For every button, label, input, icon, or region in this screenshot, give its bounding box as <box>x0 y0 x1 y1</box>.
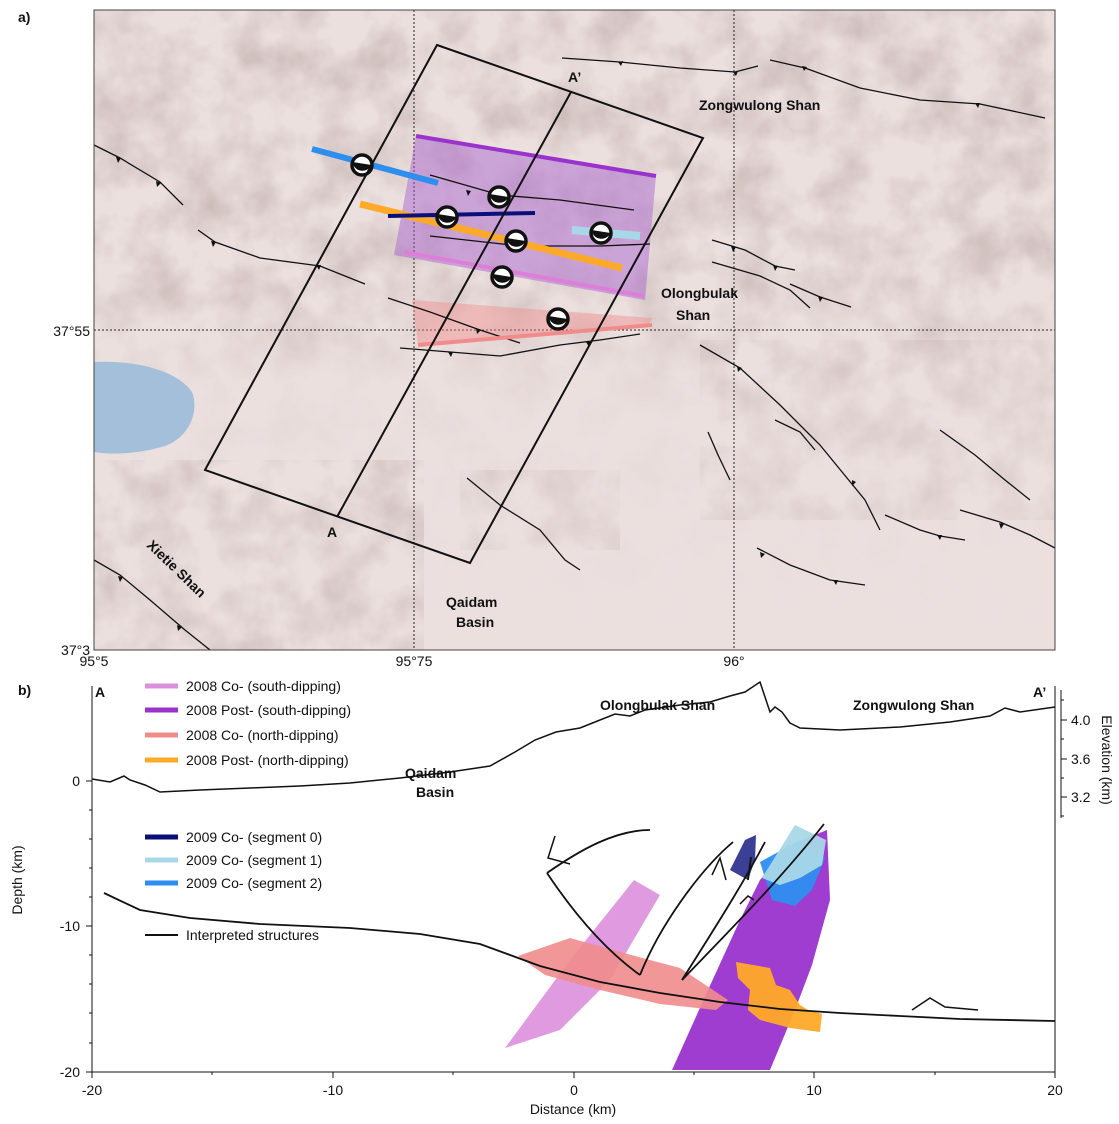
elev-tick-4.0: 4.0 <box>1071 712 1091 728</box>
legend-item: 2009 Co- (segment 1) <box>145 852 322 868</box>
interpreted-structures <box>103 823 1056 1022</box>
map-area: Zongwulong Shan Olongbulak Shan Qaidam B… <box>94 10 1055 650</box>
panel-a-label: a) <box>18 9 30 25</box>
x-tick-neg10: -10 <box>323 1082 343 1098</box>
legend: 2008 Co- (south-dipping) 2008 Post- (sou… <box>145 678 351 943</box>
focal-mechanism <box>589 221 613 245</box>
section-label-qaidam-line1: Qaidam <box>405 765 456 781</box>
insar-frame <box>203 43 705 565</box>
svg-text:2009 Co- (segment 1): 2009 Co- (segment 1) <box>186 852 322 868</box>
slip-sense-arrows <box>547 835 979 1011</box>
elevation-axis-title: Elevation (km) <box>1099 715 1115 804</box>
patch-2008-co-north <box>412 300 652 345</box>
fault-teeth <box>116 61 1004 631</box>
elev-tick-3.6: 3.6 <box>1071 751 1091 767</box>
lat-label-1: 37°55 <box>53 323 90 339</box>
x-tick-neg20: -20 <box>82 1082 102 1098</box>
focal-mechanism <box>487 185 511 209</box>
x-tick-0: 0 <box>570 1082 578 1098</box>
y-tick-0: 0 <box>72 773 80 789</box>
x-tick-10: 10 <box>806 1082 822 1098</box>
map-border <box>93 9 1056 651</box>
lat-label-2: 37°3 <box>61 642 90 658</box>
legend-item: 2008 Co- (north-dipping) <box>145 727 339 743</box>
y-tick-neg10: -10 <box>60 918 80 934</box>
section-label-zongwulong: Zongwulong Shan <box>853 697 974 713</box>
label-zongwulong-shan: Zongwulong Shan <box>699 97 820 113</box>
slip-2009-co-segment-0 <box>730 835 756 880</box>
section-axes <box>86 686 1067 1078</box>
svg-text:2008 Co- (south-dipping): 2008 Co- (south-dipping) <box>186 678 341 694</box>
terrain-relief-east <box>700 340 1055 520</box>
x-tick-20: 20 <box>1047 1082 1063 1098</box>
label-profile-a: A <box>327 524 337 540</box>
label-qaidam-line2: Basin <box>456 614 494 630</box>
section-label-olongbulak: Olongbulak Shan <box>600 697 715 713</box>
legend-item: Interpreted structures <box>145 927 319 943</box>
y-tick-neg20: -20 <box>60 1064 80 1080</box>
svg-text:2009 Co- (segment 2): 2009 Co- (segment 2) <box>186 875 322 891</box>
label-qaidam-line1: Qaidam <box>446 594 497 610</box>
lon-label-2: 95°75 <box>396 653 433 669</box>
legend-item: 2008 Co- (south-dipping) <box>145 678 341 694</box>
svg-text:2009 Co- (segment 0): 2009 Co- (segment 0) <box>186 829 322 845</box>
cross-section: A A’ Olongbulak Shan Zongwulong Shan Qai… <box>91 678 1056 1070</box>
focal-mechanism <box>435 205 459 229</box>
x-axis-title: Distance (km) <box>530 1101 616 1117</box>
lon-label-1: 95°5 <box>80 653 109 669</box>
topography-profile <box>91 680 1056 793</box>
focal-mechanism <box>490 265 514 289</box>
legend-item: 2009 Co- (segment 0) <box>145 829 322 845</box>
lake <box>94 361 195 454</box>
elev-tick-3.2: 3.2 <box>1071 789 1091 805</box>
label-profile-a-prime: A’ <box>568 69 581 85</box>
terrain-relief-south <box>460 470 620 550</box>
label-olongbulak-line2: Shan <box>676 307 710 323</box>
svg-text:2008 Post- (south-dipping): 2008 Post- (south-dipping) <box>186 702 351 718</box>
lon-label-3: 96° <box>723 653 744 669</box>
section-label-qaidam-line2: Basin <box>416 784 454 800</box>
panel-b-label: b) <box>18 682 31 698</box>
legend-item: 2009 Co- (segment 2) <box>145 875 322 891</box>
fault-traces <box>94 57 1055 650</box>
slip-2008-co-north <box>518 938 728 1010</box>
svg-text:2008 Post- (north-dipping): 2008 Post- (north-dipping) <box>186 752 349 768</box>
label-olongbulak-line1: Olongbulak <box>661 285 738 301</box>
svg-text:Interpreted structures: Interpreted structures <box>186 927 319 943</box>
terrain-relief-southwest <box>94 460 424 650</box>
focal-mechanism <box>350 153 374 177</box>
section-end-a-prime: A’ <box>1033 684 1046 700</box>
legend-item: 2008 Post- (south-dipping) <box>145 702 351 718</box>
focal-mechanism <box>504 229 528 253</box>
profile-line-a-a-prime <box>336 91 572 518</box>
focal-mechanism <box>546 307 570 331</box>
focal-mechanisms <box>350 153 613 331</box>
section-end-a: A <box>95 684 105 700</box>
slip-2008-post-north <box>736 962 822 1032</box>
y-axis-title: Depth (km) <box>9 845 25 914</box>
slip-patches-section <box>505 825 830 1070</box>
legend-item: 2008 Post- (north-dipping) <box>145 752 349 768</box>
svg-text:2008 Co- (north-dipping): 2008 Co- (north-dipping) <box>186 727 339 743</box>
